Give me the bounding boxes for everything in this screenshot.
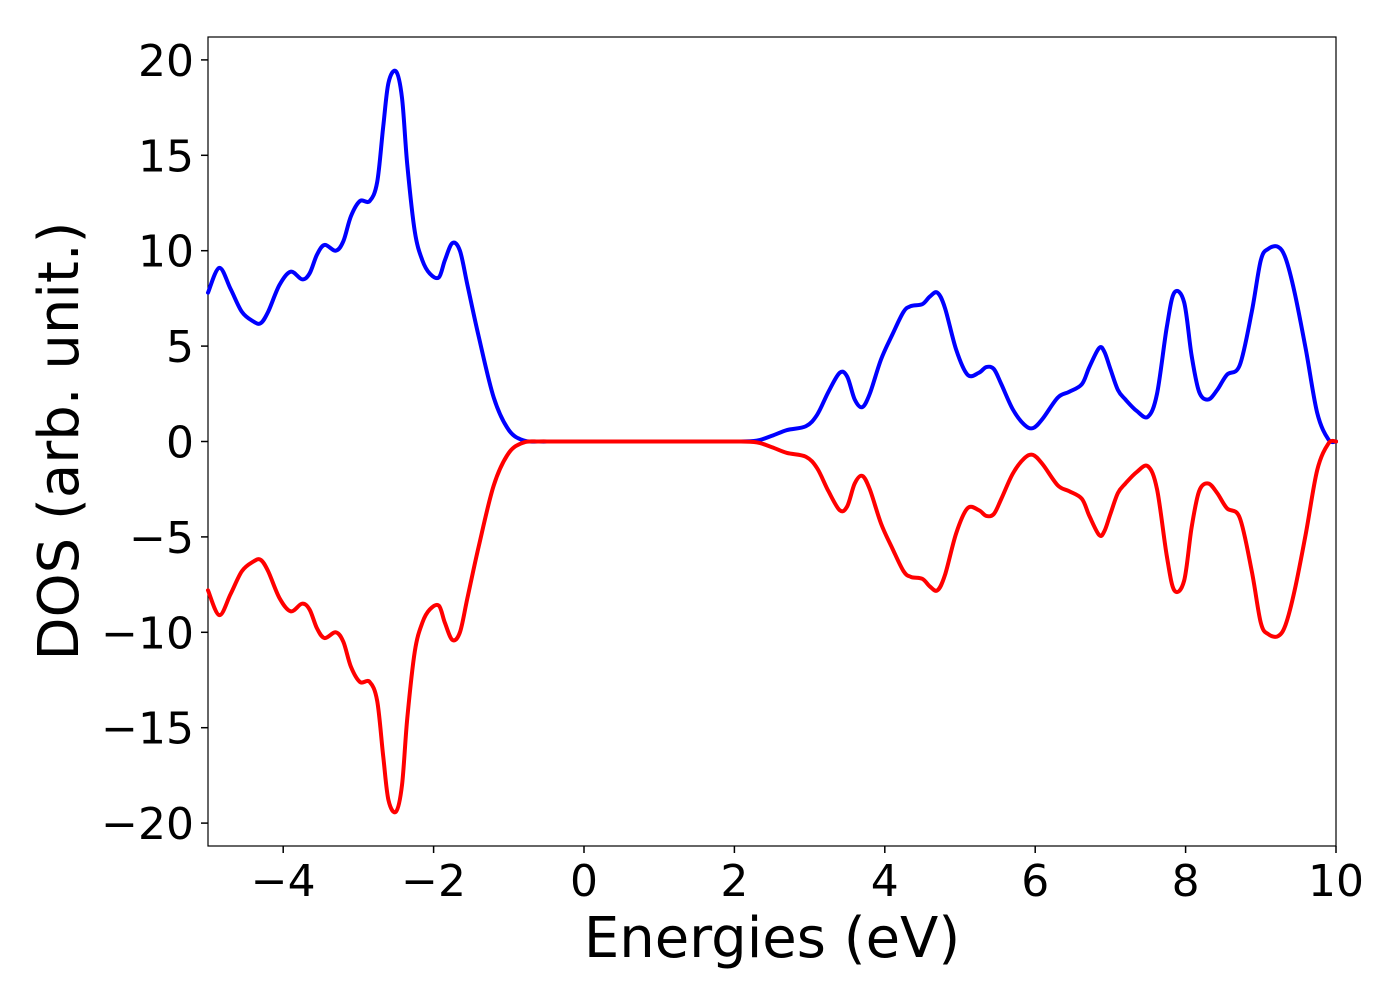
x-tick-label: 0 xyxy=(570,856,598,907)
y-tick-label: 10 xyxy=(138,227,194,278)
y-tick-label: 20 xyxy=(138,36,194,87)
y-tick-label: −10 xyxy=(101,608,194,659)
x-tick-label: −2 xyxy=(401,856,466,907)
series-line-negative xyxy=(206,438,1338,815)
y-axis-title: DOS (arb. unit.) xyxy=(27,221,92,660)
y-tick-label: 0 xyxy=(166,418,194,469)
y-tick-label: 5 xyxy=(166,322,194,373)
y-axis-ticks: 20 15 10 5 0 −5 −10 −15 −20 xyxy=(101,36,208,850)
x-tick-label: 4 xyxy=(871,856,899,907)
x-axis-title: Energies (eV) xyxy=(584,906,960,971)
series-line-positive xyxy=(206,68,1338,445)
y-tick-label: −15 xyxy=(101,704,194,755)
y-tick-label: −20 xyxy=(101,799,194,850)
x-tick-label: 10 xyxy=(1308,856,1364,907)
x-tick-label: 6 xyxy=(1021,856,1049,907)
x-tick-label: 8 xyxy=(1172,856,1200,907)
plot-area-frame xyxy=(207,36,1337,847)
x-tick-label: 2 xyxy=(720,856,748,907)
x-axis-ticks: −4 −2 0 2 4 6 8 10 xyxy=(251,846,1364,907)
x-tick-label: −4 xyxy=(251,856,316,907)
y-tick-label: −5 xyxy=(129,513,194,564)
y-tick-label: 15 xyxy=(138,131,194,182)
series-lines xyxy=(206,68,1338,815)
